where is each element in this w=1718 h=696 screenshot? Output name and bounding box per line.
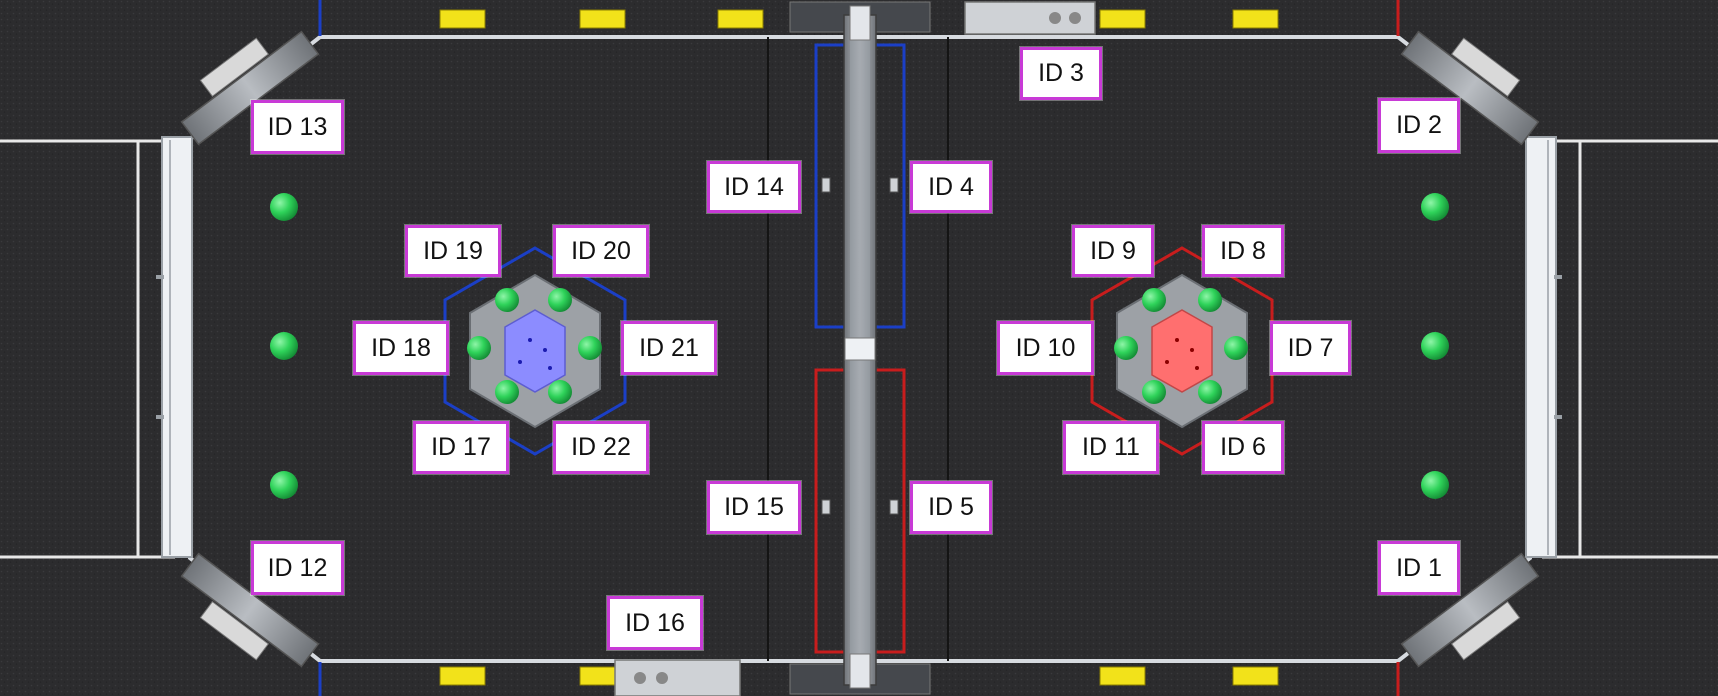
tag-id-22: ID 22 [553,421,649,474]
corner-chute-top-right [1400,30,1540,146]
driver-station-bottom [614,659,741,696]
tag-id-16: ID 16 [607,596,703,650]
tag-id-15: ID 15 [707,481,801,534]
yellow-markers [439,9,1279,686]
tag-id-5: ID 5 [910,481,992,534]
tag-id-19: ID 19 [405,225,501,277]
tag-id-3: ID 3 [1020,47,1102,100]
corner-chute-bottom-left [180,552,320,668]
tag-id-14: ID 14 [707,161,801,213]
tag-id-2: ID 2 [1378,98,1460,153]
tag-id-1: ID 1 [1378,541,1460,595]
red-alliance-wall [1525,136,1557,558]
tag-id-4: ID 4 [910,161,992,213]
tag-id-8: ID 8 [1202,225,1284,277]
outer-lines [0,139,1718,559]
corner-chute-bottom-right [1400,552,1540,668]
corner-chute-top-left [180,30,320,146]
tag-id-6: ID 6 [1202,421,1284,474]
blue-alliance-wall [161,136,193,558]
tag-id-17: ID 17 [413,421,509,474]
tag-id-9: ID 9 [1072,225,1154,277]
tag-id-18: ID 18 [353,321,449,375]
tag-id-11: ID 11 [1063,421,1159,474]
tag-id-7: ID 7 [1270,321,1351,375]
tag-id-13: ID 13 [251,100,344,154]
tag-id-21: ID 21 [621,321,717,375]
tag-id-10: ID 10 [997,321,1094,375]
driver-station-top [964,1,1096,35]
tag-id-12: ID 12 [251,541,344,595]
green-balls [270,193,1449,499]
tag-id-20: ID 20 [553,225,649,277]
